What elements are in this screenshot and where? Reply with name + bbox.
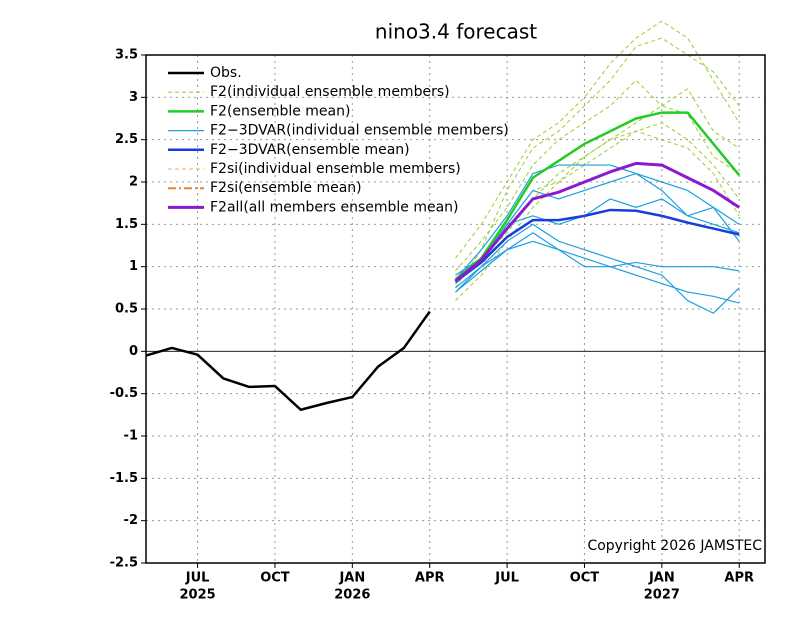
series-line bbox=[455, 79, 740, 272]
y-tick-label: -0.5 bbox=[110, 386, 138, 401]
legend-label: F2(individual ensemble members) bbox=[210, 84, 450, 100]
annotation: Copyright 2026 JAMSTEC bbox=[587, 538, 762, 554]
x-tick-label: OCT bbox=[570, 571, 600, 586]
y-tick-label: 1 bbox=[129, 259, 138, 274]
legend-label: F2(ensemble mean) bbox=[210, 103, 350, 119]
y-tick-label: 1.5 bbox=[115, 217, 138, 232]
y-tick-label: -2 bbox=[124, 513, 138, 528]
series-line bbox=[455, 105, 740, 301]
x-tick-label: APR bbox=[724, 571, 754, 586]
series-line bbox=[455, 130, 740, 284]
x-year-label: 2026 bbox=[334, 588, 370, 603]
legend-label: Obs. bbox=[210, 65, 242, 81]
y-tick-label: 0.5 bbox=[115, 302, 138, 317]
x-tick-label: JUL bbox=[185, 571, 210, 586]
y-tick-label: -1 bbox=[124, 429, 138, 444]
x-year-label: 2025 bbox=[179, 588, 215, 603]
chart-title: nino3.4 forecast bbox=[375, 20, 537, 44]
series-line bbox=[455, 20, 740, 259]
series-line bbox=[145, 310, 431, 412]
plot-frame bbox=[145, 54, 766, 564]
y-tick-label: 2 bbox=[129, 175, 138, 190]
legend-label: F2si(individual ensemble members) bbox=[210, 161, 461, 177]
legend-label: F2si(ensemble mean) bbox=[210, 180, 362, 196]
series-line bbox=[455, 164, 740, 280]
legend-label: F2all(all members ensemble mean) bbox=[210, 199, 459, 215]
legend-label: F2−3DVAR(individual ensemble members) bbox=[210, 123, 509, 139]
x-year-label: 2027 bbox=[644, 588, 680, 603]
y-tick-label: 3.5 bbox=[115, 48, 138, 63]
x-tick-label: OCT bbox=[260, 571, 290, 586]
series-line bbox=[455, 122, 740, 293]
y-tick-label: 0 bbox=[129, 344, 138, 359]
y-tick-label: 2.5 bbox=[115, 132, 138, 147]
y-tick-label: 3 bbox=[129, 90, 138, 105]
series-line bbox=[454, 111, 741, 281]
x-tick-label: JAN bbox=[338, 571, 365, 586]
x-tick-label: APR bbox=[415, 571, 445, 586]
x-tick-label: JAN bbox=[648, 571, 675, 586]
series-line bbox=[455, 37, 740, 289]
series-line bbox=[455, 172, 740, 285]
series-line bbox=[455, 232, 740, 304]
y-tick-label: -1.5 bbox=[110, 471, 138, 486]
legend-label: F2−3DVAR(ensemble mean) bbox=[210, 142, 410, 158]
series-line bbox=[454, 208, 740, 283]
series-line bbox=[455, 223, 740, 314]
series-line bbox=[455, 240, 740, 289]
series-line bbox=[454, 161, 741, 283]
y-tick-label: -2.5 bbox=[110, 556, 138, 571]
x-tick-label: JUL bbox=[494, 571, 519, 586]
